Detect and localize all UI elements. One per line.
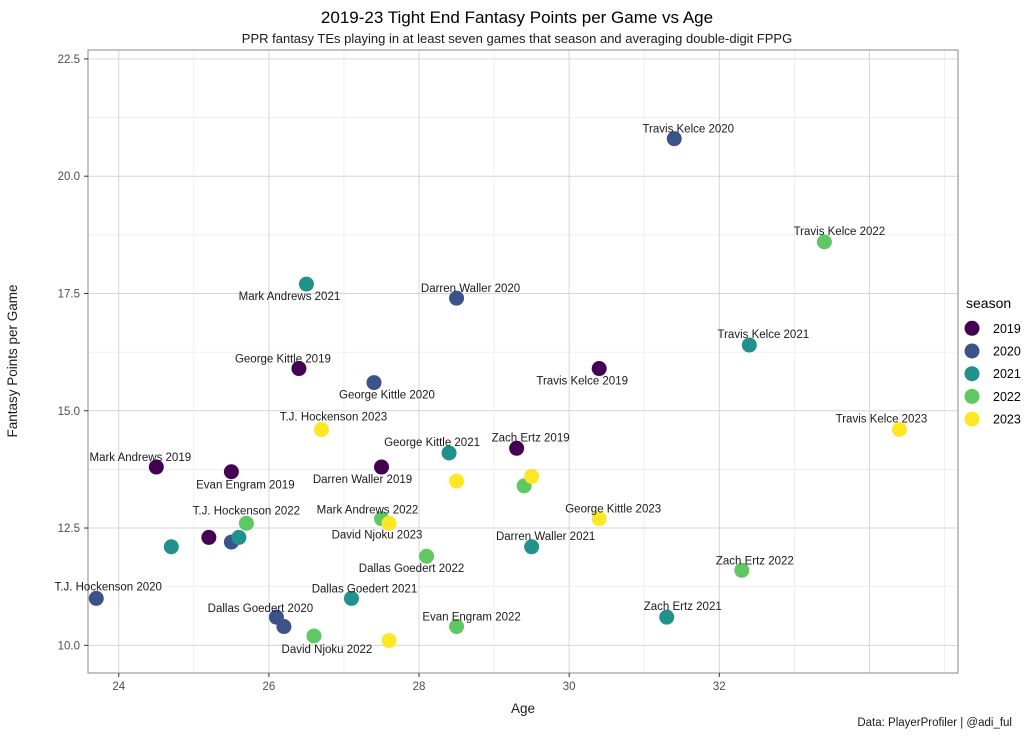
legend-dot-2019 <box>964 320 980 336</box>
point-label: Darren Waller 2021 <box>496 531 595 543</box>
data-point-2019 <box>591 361 607 377</box>
data-point-2022 <box>306 628 322 644</box>
legend-title: season <box>966 295 1011 311</box>
point-label: Mark Andrews 2021 <box>239 291 341 303</box>
point-label: Travis Kelce 2023 <box>836 414 928 426</box>
point-label: Darren Waller 2019 <box>313 474 412 486</box>
caption: Data: PlayerProfiler | @adi_ful <box>857 717 1012 729</box>
y-axis-title: Fantasy Points per Game <box>5 284 20 437</box>
point-label: T.J. Hockenson 2022 <box>193 505 300 517</box>
y-tick-label: 22.5 <box>58 54 80 66</box>
point-label: George Kittle 2021 <box>384 437 480 449</box>
data-point-2020 <box>88 590 104 606</box>
point-label: Evan Engram 2022 <box>422 612 520 624</box>
point-label: David Njoku 2022 <box>282 644 373 656</box>
data-point-2022 <box>238 515 254 531</box>
legend-label: 2019 <box>993 322 1021 336</box>
data-point-2022 <box>816 234 832 250</box>
y-tick-label: 20.0 <box>58 171 80 183</box>
point-label: Travis Kelce 2022 <box>794 226 886 238</box>
data-point-2021 <box>298 276 314 292</box>
data-point-2021 <box>231 529 247 545</box>
data-point-2023 <box>524 468 540 484</box>
legend-dot-2022 <box>964 388 980 404</box>
data-point-2022 <box>449 619 465 635</box>
panel-background <box>88 50 958 673</box>
data-point-2021 <box>163 539 179 555</box>
data-point-2019 <box>148 459 164 475</box>
point-label: Zach Ertz 2021 <box>644 601 722 613</box>
data-point-2020 <box>276 619 292 635</box>
data-point-2023 <box>313 422 329 438</box>
legend-label: 2021 <box>993 367 1021 381</box>
data-point-2019 <box>201 529 217 545</box>
x-tick-label: 28 <box>413 681 426 693</box>
legend-label: 2023 <box>993 413 1021 427</box>
point-label: George Kittle 2020 <box>339 390 435 402</box>
point-label: Travis Kelce 2020 <box>642 124 734 136</box>
data-point-2021 <box>741 337 757 353</box>
point-label: George Kittle 2023 <box>565 504 661 516</box>
y-tick-label: 17.5 <box>58 288 80 300</box>
data-point-2021 <box>441 445 457 461</box>
point-label: Dallas Goedert 2022 <box>359 563 464 575</box>
point-label: T.J. Hockenson 2023 <box>280 412 387 424</box>
y-tick-label: 12.5 <box>58 523 80 535</box>
point-label: Travis Kelce 2019 <box>536 376 628 388</box>
y-tick-label: 15.0 <box>58 406 80 418</box>
legend-dot-2023 <box>964 411 980 427</box>
data-point-2022 <box>734 562 750 578</box>
legend-label: 2020 <box>993 345 1021 359</box>
data-point-2021 <box>343 590 359 606</box>
data-point-2023 <box>591 511 607 527</box>
panel-border <box>87 49 959 674</box>
point-label: Mark Andrews 2019 <box>89 452 191 464</box>
point-label: Darren Waller 2020 <box>421 283 520 295</box>
legend-dot-2020 <box>964 343 980 359</box>
chart-subtitle: PPR fantasy TEs playing in at least seve… <box>242 31 792 46</box>
x-tick-label: 24 <box>112 681 125 693</box>
point-label: David Njoku 2023 <box>332 529 423 541</box>
point-label: Travis Kelce 2021 <box>718 329 810 341</box>
data-point-2020 <box>366 375 382 391</box>
point-label: Mark Andrews 2022 <box>317 505 419 517</box>
data-point-2019 <box>509 440 525 456</box>
point-label: Dallas Goedert 2021 <box>312 583 417 595</box>
x-tick-label: 26 <box>263 681 276 693</box>
x-tick-label: 30 <box>563 681 576 693</box>
data-point-2023 <box>381 515 397 531</box>
data-point-2023 <box>381 633 397 649</box>
x-axis-title: Age <box>511 701 535 716</box>
point-label: Zach Ertz 2022 <box>716 555 794 567</box>
x-tick-label: 32 <box>713 681 726 693</box>
point-label: Zach Ertz 2019 <box>492 432 570 444</box>
data-point-2020 <box>449 290 465 306</box>
data-point-2019 <box>374 459 390 475</box>
data-point-2021 <box>524 539 540 555</box>
y-tick-label: 10.0 <box>58 640 80 652</box>
point-label: Evan Engram 2019 <box>196 480 294 492</box>
legend-dot-2021 <box>964 366 980 382</box>
data-point-2019 <box>291 361 307 377</box>
data-point-2021 <box>659 609 675 625</box>
data-point-2019 <box>223 464 239 480</box>
data-point-2020 <box>666 131 682 147</box>
data-point-2023 <box>891 422 907 438</box>
data-point-2023 <box>449 473 465 489</box>
point-label: T.J. Hockenson 2020 <box>55 581 162 593</box>
point-label: Dallas Goedert 2020 <box>208 603 313 615</box>
data-point-2022 <box>419 548 435 564</box>
legend-label: 2022 <box>993 390 1021 404</box>
point-label: George Kittle 2019 <box>235 354 331 366</box>
chart-title: 2019-23 Tight End Fantasy Points per Gam… <box>321 8 713 27</box>
